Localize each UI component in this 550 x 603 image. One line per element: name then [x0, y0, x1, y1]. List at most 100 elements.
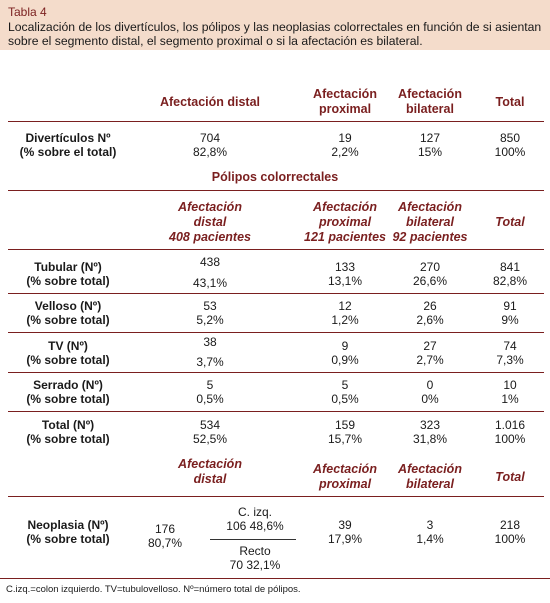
footnote: C.izq.=colon izquierdo. TV=tubulovelloso… — [6, 584, 301, 595]
divider — [8, 411, 544, 412]
header-bilateral-2: bilateral — [406, 477, 454, 491]
cell-value: 26,6% — [412, 274, 448, 288]
divider — [8, 249, 544, 250]
table-label: Tabla 4 — [8, 5, 47, 19]
cell-value: 1.016 — [494, 418, 526, 432]
cell-value: 15% — [417, 145, 443, 159]
row-label: Velloso (Nº) — [34, 299, 102, 313]
cell-value: 2,7% — [416, 353, 444, 367]
cell-value: 100% — [494, 532, 526, 546]
cell-value: 159 — [334, 418, 356, 432]
header-distal-1: Afectación — [178, 457, 242, 471]
cell-value: 9% — [501, 313, 519, 327]
divider — [8, 332, 544, 333]
cell-value: 15,7% — [327, 432, 363, 446]
section-title-polipos: Pólipos colorrectales — [211, 170, 339, 184]
cell-value: 438 — [199, 255, 221, 269]
row-sublabel: (% sobre total) — [26, 392, 110, 406]
cell-value: 1% — [501, 392, 519, 406]
cell-value: 39 — [338, 518, 352, 532]
cell-value: 12 — [338, 299, 352, 313]
header-proximal-1: Afectación — [313, 462, 377, 476]
cell-value: 0 — [426, 378, 434, 392]
cell-value: 5 — [341, 378, 349, 392]
cell-value: 43,1% — [192, 276, 228, 290]
header-total: Total — [495, 470, 525, 484]
divider — [8, 190, 544, 191]
header-bilateral-1: Afectación — [398, 87, 462, 101]
cell-value: 19 — [338, 131, 352, 145]
cell-value: 74 — [503, 339, 517, 353]
header-proximal-3: 121 pacientes — [304, 230, 386, 244]
row-label: Total (Nº) — [41, 418, 95, 432]
cell-value: 9 — [341, 339, 349, 353]
cell-value: 0,5% — [331, 392, 359, 406]
header-bilateral-1: Afectación — [398, 462, 462, 476]
header-total: Total — [495, 215, 525, 229]
divider — [8, 121, 544, 122]
cell-value: 841 — [499, 260, 521, 274]
row-sublabel-diverticulos: (% sobre el total) — [19, 145, 117, 159]
cell-value: 31,8% — [412, 432, 448, 446]
cell-value: 80,7% — [147, 536, 183, 550]
cell-subgroup-label: C. izq. — [237, 505, 272, 519]
row-sublabel: (% sobre total) — [26, 274, 110, 288]
cell-value: 100% — [494, 145, 526, 159]
cell-value: 0% — [421, 392, 439, 406]
divider — [8, 372, 544, 373]
cell-value: 17,9% — [327, 532, 363, 546]
cell-value: 91 — [503, 299, 517, 313]
cell-value: 3,7% — [196, 355, 224, 369]
cell-value: 218 — [499, 518, 521, 532]
cell-value: 3 — [426, 518, 434, 532]
header-distal-1: Afectación — [178, 200, 242, 214]
cell-value: 5,2% — [196, 313, 224, 327]
header-total: Total — [495, 95, 525, 109]
bottom-rule — [0, 578, 550, 579]
header-proximal-1: Afectación — [313, 200, 377, 214]
header-distal: Afectación distal — [159, 95, 261, 109]
header-bilateral-1: Afectación — [398, 200, 462, 214]
cell-value: 0,5% — [196, 392, 224, 406]
header-distal-2: distal — [193, 215, 227, 229]
row-label: TV (Nº) — [48, 339, 88, 353]
cell-value: 270 — [419, 260, 441, 274]
table-caption: Localización de los divertículos, los pó… — [8, 20, 542, 48]
cell-value: 5 — [206, 378, 214, 392]
header-bilateral-2: bilateral — [406, 102, 454, 116]
cell-value: 704 — [199, 131, 221, 145]
cell-value: 82,8% — [492, 274, 528, 288]
cell-value: 10 — [503, 378, 517, 392]
cell-value: 106 48,6% — [226, 519, 284, 533]
row-label-diverticulos: Divertículos Nº — [25, 131, 111, 145]
header-distal-3: 408 pacientes — [169, 230, 251, 244]
header-distal-2: distal — [193, 472, 227, 486]
subdivider — [210, 539, 296, 540]
cell-value: 38 — [203, 335, 217, 349]
cell-value: 850 — [499, 131, 521, 145]
header-proximal-2: proximal — [318, 477, 372, 491]
row-sublabel-neoplasia: (% sobre total) — [26, 532, 110, 546]
cell-subgroup-label: Recto — [239, 544, 271, 558]
row-sublabel: (% sobre total) — [26, 432, 110, 446]
row-label: Tubular (Nº) — [34, 260, 102, 274]
header-proximal-2: proximal — [318, 215, 372, 229]
cell-value: 13,1% — [327, 274, 363, 288]
cell-value: 133 — [334, 260, 356, 274]
cell-value: 2,2% — [331, 145, 359, 159]
cell-value: 82,8% — [192, 145, 228, 159]
cell-value: 27 — [423, 339, 437, 353]
row-label: Serrado (Nº) — [33, 378, 103, 392]
header-bilateral-3: 92 pacientes — [392, 230, 468, 244]
cell-value: 176 — [154, 522, 176, 536]
cell-value: 323 — [419, 418, 441, 432]
cell-value: 0,9% — [331, 353, 359, 367]
cell-value: 2,6% — [416, 313, 444, 327]
cell-value: 127 — [419, 131, 441, 145]
cell-value: 534 — [199, 418, 221, 432]
table-header: Tabla 4 Localización de los divertículos… — [0, 0, 550, 50]
cell-value: 53 — [203, 299, 217, 313]
cell-value: 70 32,1% — [229, 558, 281, 572]
header-proximal-2: proximal — [318, 102, 372, 116]
